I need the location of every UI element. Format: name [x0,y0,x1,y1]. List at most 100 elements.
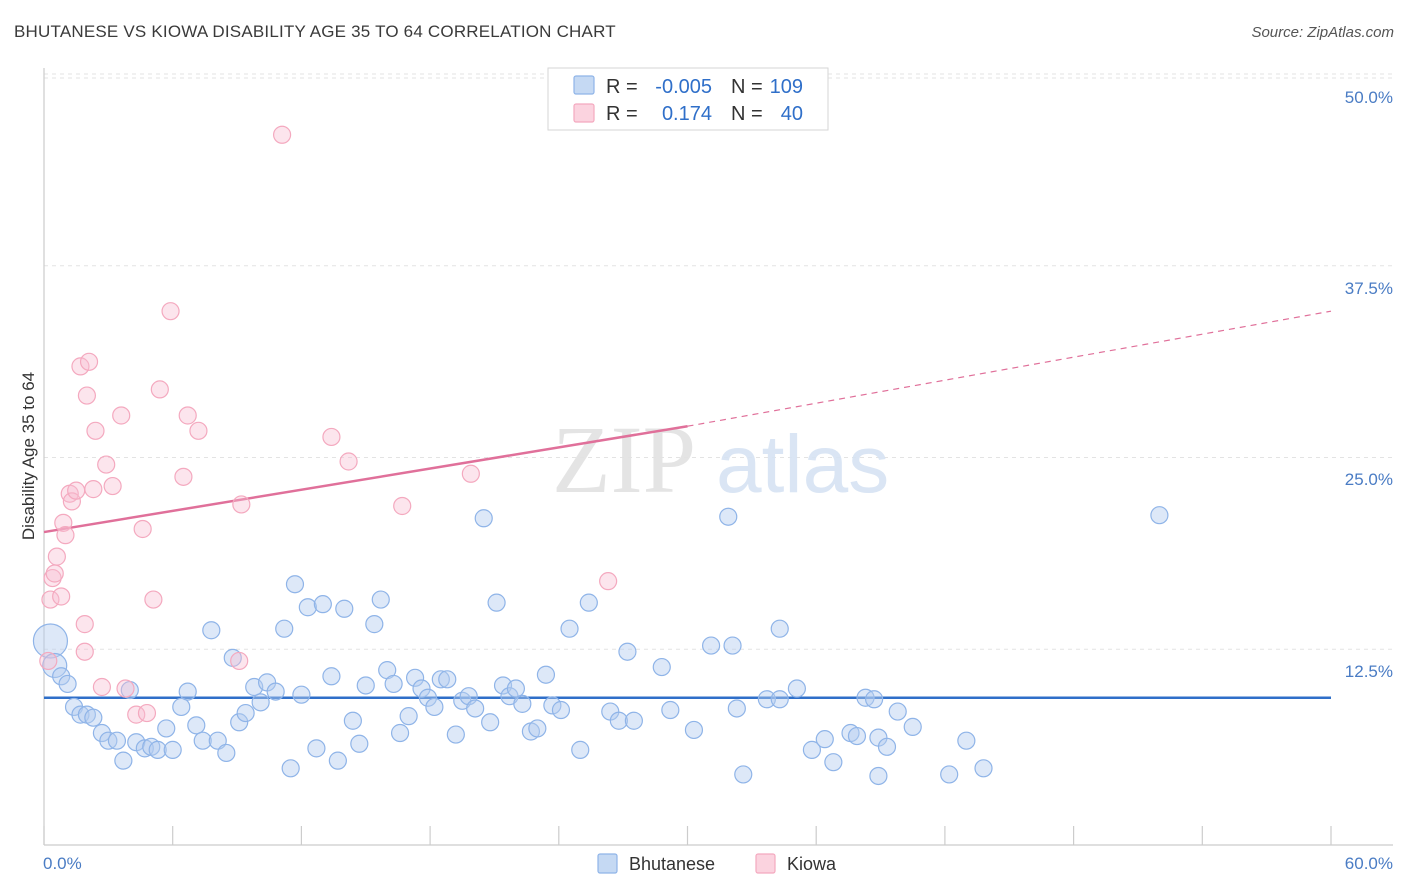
bhutanese-point [431,670,450,689]
bhutanese-point [328,751,347,770]
kiowa-point [84,480,103,499]
stats-r-label-kiowa: R = [606,103,638,125]
bhutanese-point [974,759,993,778]
grid-lines [44,73,1393,650]
bhutanese-point [1150,506,1169,525]
x-tick-label-max: 60.0% [1345,854,1393,873]
watermark: ZIP atlas [552,406,889,513]
bhutanese-point [172,697,191,717]
bhutanese-point [285,575,305,594]
bhutanese-point [371,590,390,609]
bhutanese-point [609,711,628,730]
x-tick-label-min: 0.0% [43,854,82,873]
bhutanese-point [847,726,867,746]
bhutanese-point [446,725,465,744]
watermark-zip: ZIP [552,406,696,513]
bhutanese-point [536,665,556,684]
trend-lines [43,310,1332,699]
kiowa-point [77,386,97,405]
bhutanese-point [356,676,375,695]
bhutanese-point [322,667,341,686]
source-credit: Source: ZipAtlas.com [1251,24,1394,41]
kiowa-point [599,572,618,591]
bhutanese-point [148,740,167,759]
kiowa-point [116,679,135,698]
bhutanese-point [217,743,236,763]
bhutanese-point [481,713,500,732]
bhutanese-point [425,697,444,717]
bhutanese-point [487,593,506,612]
bhutanese-point [824,753,843,772]
bhutanese-point [365,615,384,634]
bhutanese-point [802,740,822,759]
kiowa-point [39,651,58,671]
bhutanese-point [877,737,897,756]
kiowa-point [41,590,60,609]
bhutanese-point [723,636,742,655]
bhutanese-point [405,668,425,687]
y-tick-label-37-5: 37.5% [1345,279,1393,298]
bhutanese-point [560,619,579,638]
bhutanese-point [624,711,643,730]
kiowa-point [322,427,341,447]
legend-swatch-kiowa [755,853,776,874]
kiowa-point [92,677,112,697]
data-points [32,125,1169,786]
bhutanese-point [412,679,431,698]
bhutanese-point [940,765,959,784]
bhutanese-point [770,619,789,638]
stats-n-label-kiowa: N = [731,103,763,125]
kiowa-point [112,406,131,425]
stats-n-value-kiowa: 40 [781,103,803,125]
bhutanese-point [757,690,776,709]
kiowa-point [62,492,81,511]
kiowa-point [174,467,193,486]
kiowa-trend-line-extension [687,310,1332,427]
bhutanese-point [350,734,369,753]
bhutanese-point [466,699,485,718]
kiowa-point [97,455,116,474]
bhutanese-point [661,700,680,720]
stats-r-label-bhutanese: R = [606,76,638,98]
bhutanese-point [506,679,526,698]
kiowa-point [86,421,105,440]
kiowa-point [137,703,157,723]
bhutanese-point [384,674,403,694]
kiowa-point [272,125,292,144]
legend-label-bhutanese: Bhutanese [629,854,715,874]
bhutanese-point [236,703,255,723]
bhutanese-point [888,702,907,721]
bhutanese-point [727,699,746,718]
bhutanese-point [618,642,637,661]
kiowa-point [144,590,163,609]
stats-legend-box [547,67,829,131]
kiowa-point [232,495,251,514]
bhutanese-point [335,599,354,618]
bhutanese-point [208,731,227,750]
bhutanese-point [202,621,221,640]
kiowa-point [161,302,180,321]
bhutanese-point [438,670,457,689]
y-tick-label-12-5: 12.5% [1345,662,1393,681]
kiowa-point [79,352,99,371]
bhutanese-point [474,509,493,528]
kiowa-point [75,642,94,661]
bhutanese-point [399,707,418,726]
bhutanese-point [684,720,704,740]
stats-legend: R = -0.005 N = 109 R = 0.174 N = 40 [547,67,829,131]
bhutanese-point [865,690,884,709]
kiowa-point [393,496,412,516]
bhutanese-point [157,719,176,738]
bhutanese-point [719,507,738,526]
kiowa-point [56,526,75,545]
bhutanese-point [528,719,547,738]
watermark-atlas: atlas [716,419,889,510]
bhutanese-point [579,593,598,612]
kiowa-point [75,615,94,634]
bhutanese-point [107,731,127,750]
bhutanese-point [230,713,249,732]
bhutanese-point [734,765,753,784]
bhutanese-point [163,740,182,759]
kiowa-point [67,481,86,500]
